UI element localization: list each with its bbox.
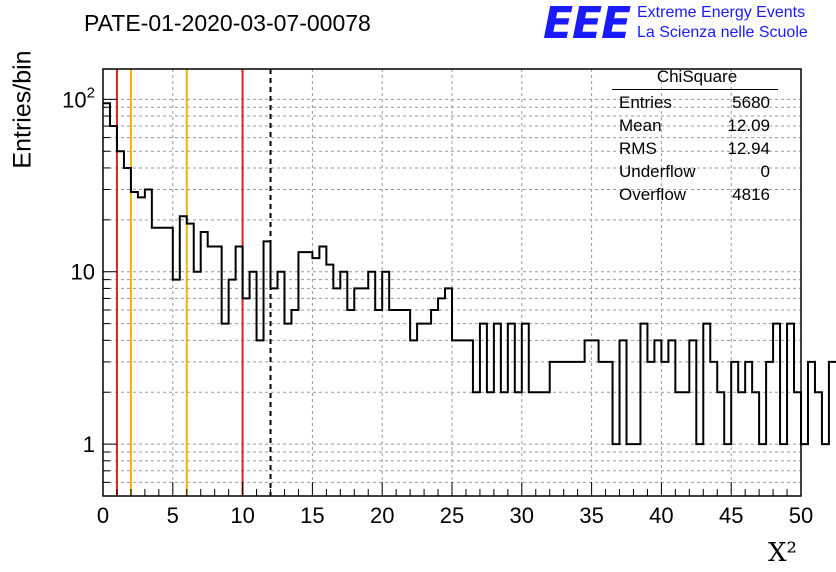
y-tick-label: 1 [83,432,95,457]
stats-box: ChiSquare Entries 5680 Mean 12.09 RMS 12.94… [612,66,778,206]
x-axis-label: X² [768,538,797,568]
histogram-line [103,102,836,446]
x-tick-label: 35 [579,503,603,528]
stats-title: ChiSquare [656,67,738,86]
stats-row: Underflow 0 [612,160,778,183]
x-tick-label: 15 [300,503,324,528]
stats-label: Entries [619,93,672,112]
stats-label: Underflow [619,162,696,181]
y-tick-label: 10 [71,260,95,285]
stats-value: 12.09 [727,116,770,135]
y-tick-exponent: 2 [87,84,95,101]
stats-value: 12.94 [727,139,770,158]
x-tick-label: 25 [440,503,464,528]
stats-row: RMS 12.94 [612,137,778,160]
stats-divider [612,89,778,90]
stats-value: 0 [760,162,770,181]
stats-value: 4816 [732,185,770,204]
stats-label: Overflow [619,185,687,204]
x-axis-ticks: 0 5 10 15 20 25 30 35 40 45 50 [97,482,813,528]
x-tick-label: 50 [789,503,813,528]
stats-row: Entries 5680 [612,91,778,114]
y-axis-label: Entries/bin [8,50,37,169]
eee-logo-icon: EEE [543,0,631,49]
y-tick-label: 102 [62,84,95,112]
stats-row: Overflow 4816 [612,183,778,206]
x-tick-label: 20 [370,503,394,528]
x-tick-label: 30 [510,503,534,528]
logo-subtitle-2: La Scienza nelle Scuole [637,24,808,41]
chart-title: PATE-01-2020-03-07-00078 [84,10,371,36]
logo-subtitle-1: Extreme Energy Events [637,4,806,21]
stats-label: RMS [619,139,657,158]
stats-value: 5680 [732,93,770,112]
x-tick-label: 0 [97,503,109,528]
stats-label: Mean [619,116,662,135]
x-tick-label: 45 [719,503,743,528]
x-tick-label: 40 [649,503,673,528]
x-tick-label: 5 [167,503,179,528]
stats-row: Mean 12.09 [612,114,778,137]
x-tick-label: 10 [230,503,254,528]
